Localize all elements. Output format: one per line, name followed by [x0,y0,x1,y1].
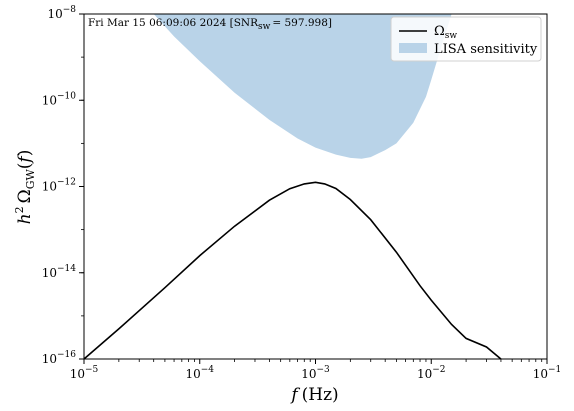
x-tick-label: 10−2 [417,365,446,381]
legend: Ωsw LISA sensitivity [390,16,542,62]
legend-box [390,16,542,62]
x-tick-label: 10−1 [533,365,562,381]
y-axis-label: h2ΩGW(f) [13,150,37,225]
y-tick-label: 10−14 [42,264,77,280]
x-tick-label: 10−5 [70,365,99,381]
legend-label-omega-sw: Ωsw [434,24,457,41]
x-tick-label: 10−4 [185,365,214,381]
y-tick-label: 10−8 [47,5,76,21]
lisa-sensitivity-region [153,14,452,159]
x-axis-ticks: 10−5 10−4 10−3 10−2 10−1 [70,359,562,381]
y-tick-label: 10−16 [42,350,77,366]
y-axis-ticks: 10−16 10−14 10−12 10−10 10−8 [42,5,84,366]
y-tick-label: 10−12 [42,178,76,194]
omega-sw-curve [83,181,502,360]
legend-label-lisa: LISA sensitivity [434,42,538,57]
x-tick-label: 10−3 [301,365,330,381]
y-tick-label: 10−10 [42,91,77,107]
legend-swatch-lisa [399,43,427,53]
x-axis-label: f (Hz) [289,385,338,405]
